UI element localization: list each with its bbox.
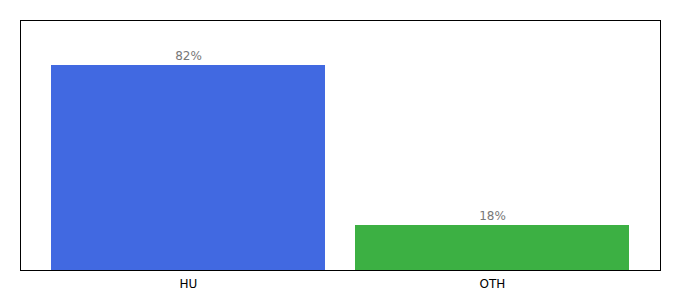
svg-text:18%: 18% xyxy=(479,209,506,223)
svg-text:82%: 82% xyxy=(175,49,202,63)
svg-text:HU: HU xyxy=(180,277,198,291)
svg-text:OTH: OTH xyxy=(480,277,506,291)
